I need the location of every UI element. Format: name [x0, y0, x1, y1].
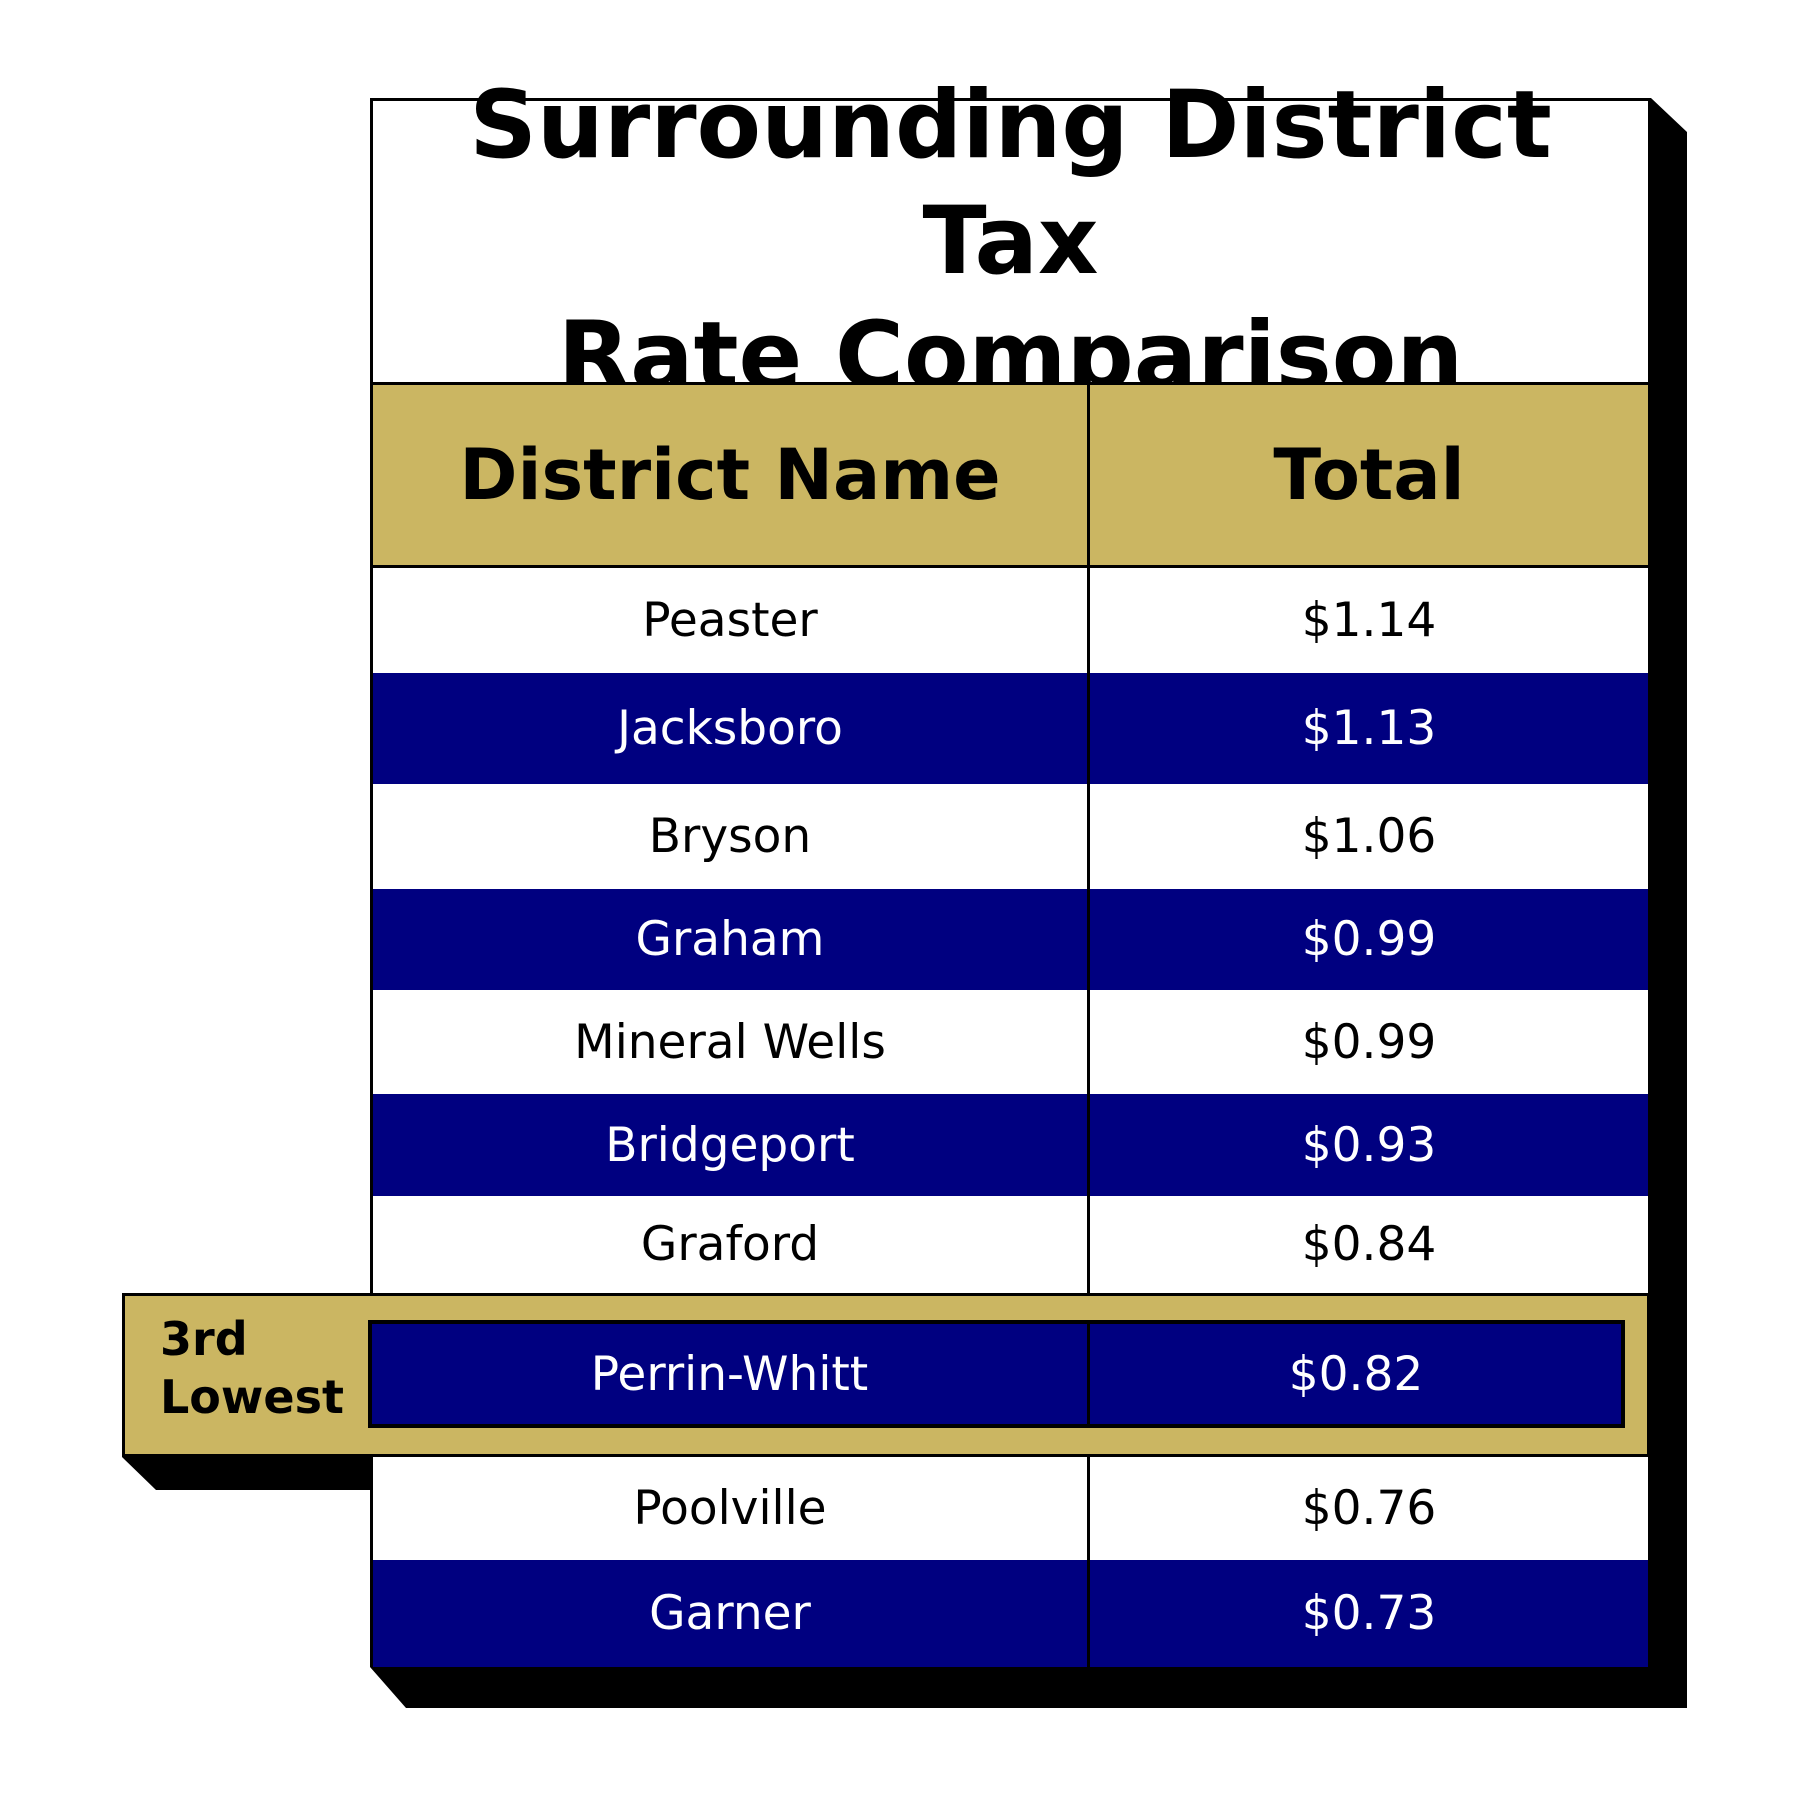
total-cell: $0.93 — [1301, 1117, 1437, 1173]
table-header: District Name Total — [373, 385, 1648, 568]
row-divider — [1087, 1196, 1090, 1293]
row-divider — [1087, 1457, 1090, 1560]
total-cell: $0.76 — [1301, 1481, 1437, 1536]
chart-title: Surrounding District Tax Rate Comparison — [373, 71, 1648, 411]
header-divider — [1087, 385, 1090, 565]
highlight-label-line-1: 3rd — [160, 1312, 248, 1366]
table-row: Graford $0.84 — [373, 1196, 1648, 1293]
column-header-total: Total — [1273, 434, 1465, 516]
district-name-cell: Bridgeport — [605, 1117, 855, 1173]
district-name-cell: Graford — [640, 1217, 820, 1272]
table-row: Poolville $0.76 — [373, 1457, 1648, 1560]
district-name-cell: Mineral Wells — [574, 1014, 886, 1070]
row-divider — [1087, 1094, 1090, 1196]
row-divider — [1087, 1324, 1090, 1424]
district-name-cell: Graham — [635, 912, 825, 967]
district-name-cell: Peaster — [642, 593, 818, 648]
table-row: Graham $0.99 — [373, 889, 1648, 990]
highlight-label: 3rd Lowest — [160, 1310, 370, 1426]
total-cell: $1.13 — [1301, 701, 1437, 756]
total-cell: $1.06 — [1301, 809, 1437, 864]
row-divider — [1087, 1560, 1090, 1667]
highlight-label-line-2: Lowest — [160, 1370, 344, 1424]
district-name-cell: Perrin-Whitt — [590, 1346, 869, 1402]
table-row-highlighted: Perrin-Whitt $0.82 — [368, 1320, 1625, 1428]
district-name-cell: Bryson — [648, 809, 812, 864]
table-row: Bridgeport $0.93 — [373, 1094, 1648, 1196]
table-row: Bryson $1.06 — [373, 784, 1648, 889]
table-row: Peaster $1.14 — [373, 568, 1648, 673]
table-row: Mineral Wells $0.99 — [373, 990, 1648, 1094]
total-cell: $0.84 — [1301, 1217, 1437, 1272]
table-row: Jacksboro $1.13 — [373, 673, 1648, 784]
total-cell: $0.99 — [1301, 1014, 1437, 1070]
column-header-district-name: District Name — [459, 434, 1001, 516]
total-cell: $1.14 — [1301, 593, 1437, 648]
row-divider — [1087, 568, 1090, 673]
row-divider — [1087, 784, 1090, 889]
title-line-1: Surrounding District Tax — [469, 71, 1552, 296]
row-divider — [1087, 889, 1090, 990]
district-name-cell: Garner — [649, 1586, 811, 1641]
row-divider — [1087, 990, 1090, 1094]
total-cell: $0.82 — [1288, 1346, 1424, 1402]
total-cell: $0.73 — [1301, 1586, 1437, 1641]
district-name-cell: Poolville — [633, 1481, 827, 1536]
row-divider — [1087, 673, 1090, 784]
table-row: Garner $0.73 — [373, 1560, 1648, 1667]
district-name-cell: Jacksboro — [617, 701, 843, 756]
total-cell: $0.99 — [1301, 912, 1437, 967]
